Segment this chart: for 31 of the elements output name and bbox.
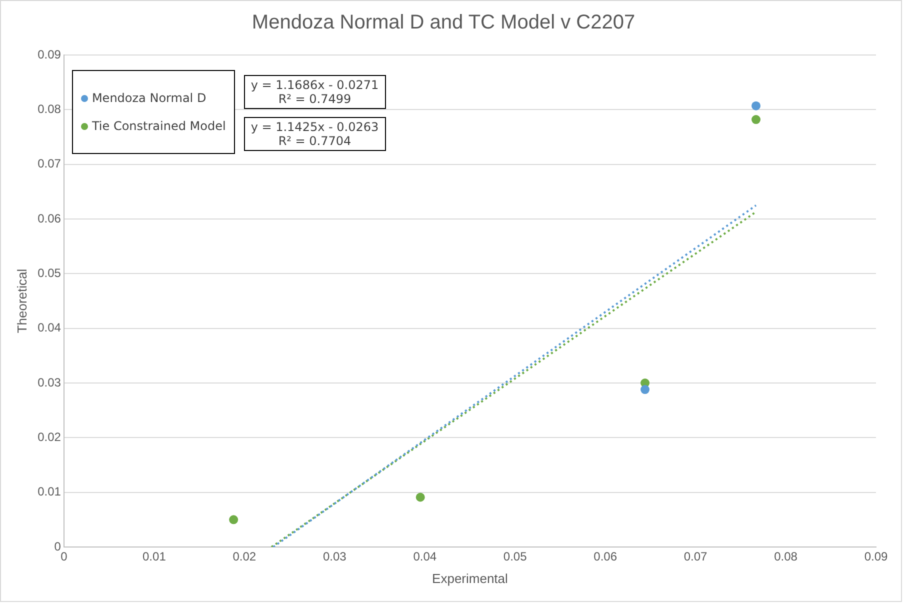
y-tick-label: 0.01 [38,484,62,499]
point [416,492,425,502]
point [640,385,650,394]
legend-label: Mendoza Normal D [92,91,206,105]
y-tick-label: 0.09 [38,47,62,62]
point [752,101,760,110]
x-tick-label: 0.04 [413,550,437,564]
x-tick-label: 0.09 [864,550,888,564]
x-tick-label: 0.05 [503,550,528,564]
y-axis-title: Theoretical [14,268,30,334]
annotation: y = 1.1686x - 0.0271 R² = 0.7499 [244,75,386,109]
x-axis-title: Experimental [432,570,508,586]
legend-label: Tie Constrained Model [92,119,226,133]
x-tick-label: 0.02 [232,550,256,564]
annotation: y = 1.1425x - 0.0263 R² = 0.7704 [244,117,386,151]
y-tick-label: 0.05 [38,266,62,280]
x-tick-label: 0.01 [142,550,166,564]
y-tick-label: 0.06 [38,211,62,226]
y-tick-label: 0.03 [38,375,62,390]
y-tick-label: 0.04 [38,320,62,335]
x-tick-label: 0.06 [594,550,618,564]
chart-title: Mendoza Normal D and TC Model v C2207 [252,12,636,34]
x-tick-label: 0.08 [774,550,798,564]
y-tick-label: 0.07 [38,156,62,171]
point [752,115,760,124]
y-tick-label: 0.02 [38,430,62,444]
x-tick-label: 0.07 [684,550,708,564]
y-tick-label: 0 [54,539,62,554]
y-tick-label: 0.08 [38,102,62,116]
point [229,515,238,524]
x-tick-label: 0.03 [322,550,347,564]
